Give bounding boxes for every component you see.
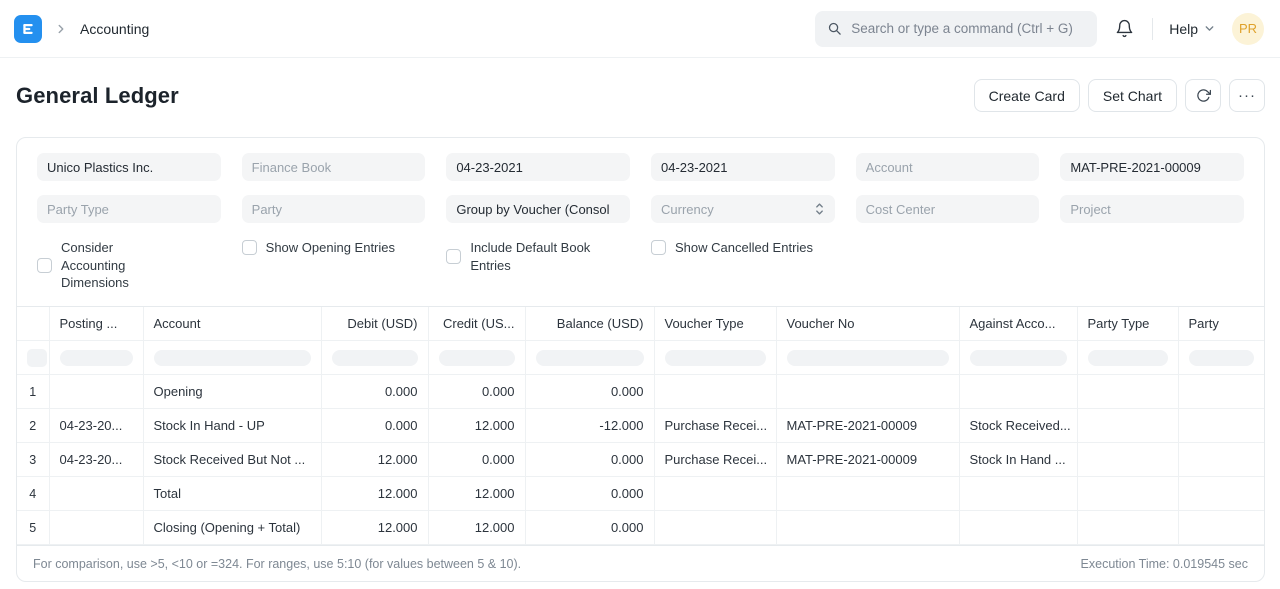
show-opening-entries-checkbox[interactable]: Show Opening Entries — [241, 239, 426, 257]
filter-cell[interactable] — [331, 349, 418, 366]
col-voucher-no[interactable]: Voucher No — [776, 306, 960, 342]
cost-center-filter[interactable] — [855, 195, 1040, 223]
col-posting-date[interactable]: Posting ... — [49, 306, 144, 342]
filter-cell[interactable] — [969, 349, 1067, 366]
company-filter[interactable] — [37, 153, 221, 181]
col-debit[interactable]: Debit (USD) — [321, 306, 429, 342]
refresh-icon — [1196, 89, 1211, 102]
filter-cell[interactable] — [786, 349, 949, 366]
filter-cell[interactable] — [59, 349, 133, 366]
set-chart-button[interactable]: Set Chart — [1087, 79, 1177, 112]
chevron-down-icon — [1205, 26, 1214, 31]
divider — [1152, 17, 1154, 40]
group-by-filter[interactable] — [446, 195, 630, 223]
search-input[interactable] — [851, 21, 1086, 36]
help-label: Help — [1169, 20, 1198, 37]
avatar[interactable]: PR — [1232, 12, 1264, 45]
col-against-account[interactable]: Against Acco... — [959, 306, 1078, 342]
party-filter[interactable] — [241, 195, 426, 223]
checkbox-icon — [651, 240, 666, 256]
comparison-hint: For comparison, use >5, <10 or =324. For… — [33, 556, 522, 571]
col-account[interactable]: Account — [143, 306, 322, 342]
finance-book-filter[interactable] — [241, 153, 426, 181]
chevron-right-icon — [54, 22, 68, 36]
filter-cell[interactable] — [535, 349, 644, 366]
col-credit[interactable]: Credit (US... — [428, 306, 526, 342]
filter-cell[interactable] — [27, 348, 47, 367]
report-table-section: Posting ... Account Debit (USD) Credit (… — [17, 305, 1264, 546]
filter-cell[interactable] — [1188, 349, 1254, 366]
erpnext-logo-icon[interactable] — [14, 14, 42, 43]
filter-cell[interactable] — [153, 349, 311, 366]
report-footer: For comparison, use >5, <10 or =324. For… — [17, 545, 1264, 581]
table-row: 3 04-23-20... Stock Received But Not ...… — [17, 442, 1264, 478]
consider-accounting-dimensions-checkbox[interactable]: Consider Accounting Dimensions — [37, 239, 221, 292]
general-ledger-table: Posting ... Account Debit (USD) Credit (… — [17, 306, 1264, 546]
column-filter-row — [17, 340, 1264, 376]
menu-button[interactable]: ··· — [1229, 79, 1265, 112]
breadcrumb-accounting[interactable]: Accounting — [80, 20, 150, 37]
report-card: Consider Accounting Dimensions Show Open… — [16, 137, 1265, 583]
checkbox-row: Consider Accounting Dimensions Show Open… — [37, 223, 1244, 306]
navbar: Accounting Help PR — [0, 0, 1280, 58]
project-filter[interactable] — [1060, 195, 1244, 223]
to-date-filter[interactable] — [651, 153, 835, 181]
create-card-button[interactable]: Create Card — [973, 79, 1080, 112]
table-row: 5 Closing (Opening + Total) 12.000 12.00… — [17, 510, 1264, 546]
search-icon — [829, 22, 841, 35]
page-title: General Ledger — [16, 82, 179, 108]
refresh-button[interactable] — [1185, 79, 1221, 112]
from-date-filter[interactable] — [446, 153, 630, 181]
currency-filter[interactable] — [651, 195, 835, 223]
checkbox-icon — [446, 249, 462, 265]
currency-input[interactable] — [651, 195, 835, 223]
col-balance[interactable]: Balance (USD) — [525, 306, 655, 342]
show-cancelled-entries-checkbox[interactable]: Show Cancelled Entries — [651, 239, 835, 257]
party-type-filter[interactable] — [37, 195, 221, 223]
filters-section: Consider Accounting Dimensions Show Open… — [17, 138, 1264, 306]
account-filter[interactable] — [855, 153, 1040, 181]
help-menu[interactable]: Help — [1169, 21, 1216, 37]
include-default-book-entries-checkbox[interactable]: Include Default Book Entries — [446, 239, 630, 274]
voucher-no-filter[interactable] — [1060, 153, 1244, 181]
checkbox-icon — [37, 257, 52, 273]
col-select — [17, 306, 50, 342]
col-party[interactable]: Party — [1178, 306, 1264, 342]
filter-cell[interactable] — [664, 349, 766, 366]
filter-cell[interactable] — [1087, 349, 1168, 366]
global-search[interactable] — [815, 10, 1098, 47]
table-header-row: Posting ... Account Debit (USD) Credit (… — [17, 306, 1264, 342]
filter-cell[interactable] — [438, 349, 515, 366]
notifications-button[interactable] — [1113, 17, 1136, 40]
col-party-type[interactable]: Party Type — [1077, 306, 1179, 342]
col-voucher-type[interactable]: Voucher Type — [654, 306, 777, 342]
execution-time: Execution Time: 0.019545 sec — [1080, 556, 1248, 571]
table-row: 1 Opening 0.000 0.000 0.000 — [17, 374, 1264, 410]
bell-icon — [1116, 19, 1133, 38]
table-row: 4 Total 12.000 12.000 0.000 — [17, 476, 1264, 512]
table-row: 2 04-23-20... Stock In Hand - UP 0.000 1… — [17, 408, 1264, 444]
ellipsis-icon: ··· — [1238, 87, 1256, 104]
page-head: General Ledger Create Card Set Chart ··· — [0, 58, 1280, 137]
checkbox-icon — [241, 240, 257, 256]
